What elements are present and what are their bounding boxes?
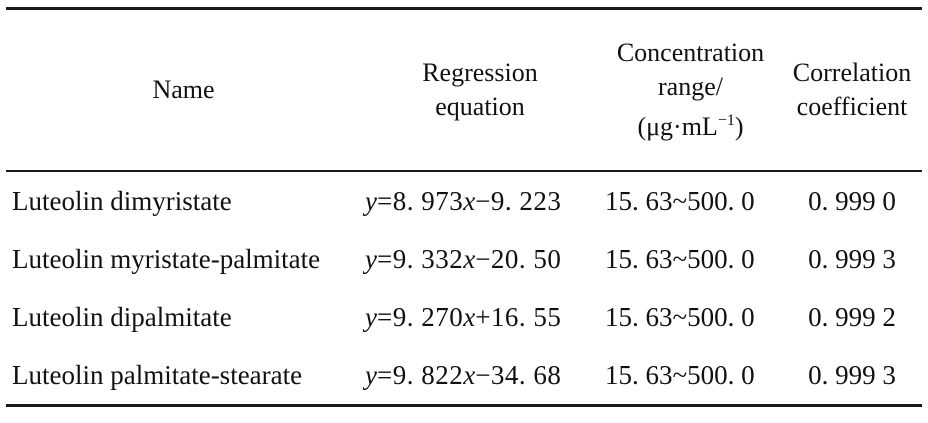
table-row: Luteolin dipalmitate y=9. 270x+16. 55 15… — [6, 288, 922, 346]
cell-concentration-range: 15. 63~500. 0 — [605, 243, 755, 274]
header-range-unit-close: ) — [734, 112, 744, 141]
header-regression-line1: Regression — [422, 58, 538, 87]
table-row: Luteolin myristate-palmitate y=9. 332x−2… — [6, 230, 922, 288]
header-regression-line2: equation — [435, 92, 525, 121]
eq-intercept: −34. 68 — [475, 359, 562, 390]
eq-y: y — [365, 185, 377, 216]
eq-slope: =8. 973 — [376, 185, 464, 216]
eq-slope: =9. 270 — [376, 301, 464, 332]
header-regression-equation: Regression equation — [361, 9, 599, 172]
cell-correlation-coefficient: 0. 999 3 — [808, 359, 896, 390]
cell-concentration-range: 15. 63~500. 0 — [605, 301, 755, 332]
cell-concentration-range: 15. 63~500. 0 — [605, 359, 755, 390]
table-body: Luteolin dimyristate y=8. 973x−9. 223 15… — [6, 171, 922, 406]
eq-x: x — [463, 359, 476, 390]
eq-y: y — [365, 301, 377, 332]
header-range-unit-sup: −1 — [717, 112, 735, 129]
cell-regression-equation: y=9. 332x−20. 50 — [361, 230, 599, 288]
header-range-line1: Concentration — [616, 38, 765, 67]
eq-y: y — [365, 359, 377, 390]
cell-correlation-coefficient: 0. 999 0 — [808, 185, 896, 216]
header-range-unit-open: (μg·mL — [637, 112, 718, 141]
cell-regression-equation: y=8. 973x−9. 223 — [361, 171, 599, 230]
eq-x: x — [463, 301, 476, 332]
eq-intercept: −20. 50 — [475, 243, 562, 274]
header-range-line2: range/ — [658, 72, 723, 101]
cell-name: Luteolin dipalmitate — [12, 301, 232, 332]
eq-intercept: +16. 55 — [475, 301, 562, 332]
header-row: Name Regression equation Concentration r… — [6, 8, 922, 172]
eq-x: x — [463, 243, 476, 274]
eq-y: y — [365, 243, 377, 274]
eq-intercept: −9. 223 — [475, 185, 562, 216]
eq-slope: =9. 822 — [376, 359, 464, 390]
table-row: Luteolin palmitate-stearate y=9. 822x−34… — [6, 346, 922, 406]
header-name: Name — [6, 9, 361, 172]
table-row: Luteolin dimyristate y=8. 973x−9. 223 15… — [6, 171, 922, 230]
header-name-label: Name — [152, 75, 215, 104]
cell-correlation-coefficient: 0. 999 3 — [808, 243, 896, 274]
cell-name: Luteolin myristate-palmitate — [12, 243, 321, 274]
table-header: Name Regression equation Concentration r… — [6, 8, 922, 172]
cell-correlation-coefficient: 0. 999 2 — [808, 301, 896, 332]
header-corr-line2: coefficient — [796, 92, 908, 121]
eq-slope: =9. 332 — [376, 243, 464, 274]
cell-name: Luteolin dimyristate — [12, 185, 232, 216]
header-concentration-range: Concentration range/ (μg·mL−1) — [599, 9, 782, 172]
header-corr-line1: Correlation — [792, 58, 912, 87]
regression-table: Name Regression equation Concentration r… — [6, 7, 922, 407]
cell-regression-equation: y=9. 822x−34. 68 — [361, 346, 599, 406]
cell-concentration-range: 15. 63~500. 0 — [605, 185, 755, 216]
header-range-unit: (μg·mL−1) — [599, 104, 782, 144]
data-table-container: Name Regression equation Concentration r… — [6, 7, 922, 407]
cell-regression-equation: y=9. 270x+16. 55 — [361, 288, 599, 346]
header-correlation-coefficient: Correlation coefficient — [782, 9, 922, 172]
eq-x: x — [463, 185, 476, 216]
cell-name: Luteolin palmitate-stearate — [12, 359, 303, 390]
